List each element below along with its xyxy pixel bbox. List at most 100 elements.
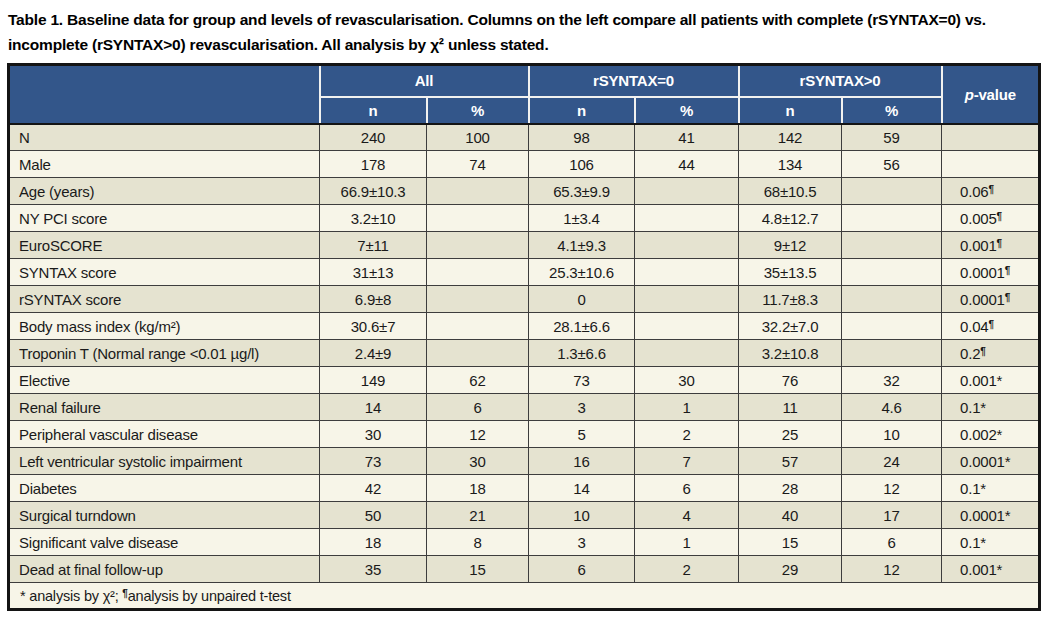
col-group-rsyntaxgt0: rSYNTAX>0 (739, 65, 942, 97)
data-cell: 50 (320, 502, 427, 529)
data-cell: 12 (427, 421, 529, 448)
table-row: Body mass index (kg/m²)30.6±728.1±6.632.… (9, 313, 1040, 340)
data-cell: 18 (320, 529, 427, 556)
data-cell (427, 259, 529, 286)
p-value-text: 0.1 (960, 480, 980, 497)
data-cell: 28 (739, 475, 842, 502)
data-cell: 3.2±10 (320, 205, 427, 232)
page: Table 1. Baseline data for group and lev… (0, 0, 1045, 641)
data-cell: 100 (427, 124, 529, 151)
data-cell (427, 232, 529, 259)
p-value-text: 0.06 (960, 183, 988, 200)
data-cell (842, 313, 942, 340)
data-cell: 32 (842, 367, 942, 394)
p-value-mark: * (997, 372, 1003, 389)
p-value-mark: ¶ (1005, 265, 1010, 276)
p-value-cell: 0.0001* (942, 448, 1040, 475)
data-cell: 1 (635, 394, 739, 421)
row-label: Peripheral vascular disease (9, 421, 320, 448)
data-cell: 30 (320, 421, 427, 448)
data-cell (842, 286, 942, 313)
p-value-cell: 0.001* (942, 367, 1040, 394)
data-cell: 28.1±6.6 (529, 313, 635, 340)
table-row: Renal failure14631114.60.1* (9, 394, 1040, 421)
data-cell: 11 (739, 394, 842, 421)
data-cell: 6 (529, 556, 635, 583)
data-cell: 149 (320, 367, 427, 394)
table-footer: * analysis by χ²; ¶analysis by unpaired … (9, 583, 1040, 610)
row-label: rSYNTAX score (9, 286, 320, 313)
p-value-cell (942, 151, 1040, 178)
data-cell: 62 (427, 367, 529, 394)
subheader-n-all: n (320, 97, 427, 124)
p-value-text: 0.0001 (960, 507, 1005, 524)
row-label: Dead at final follow-up (9, 556, 320, 583)
data-cell: 12 (842, 475, 942, 502)
data-cell: 14 (529, 475, 635, 502)
data-cell: 73 (529, 367, 635, 394)
data-cell (635, 259, 739, 286)
data-cell: 7 (635, 448, 739, 475)
p-value-cell: 0.04¶ (942, 313, 1040, 340)
p-value-header-italic: p (965, 86, 974, 103)
data-cell: 18 (427, 475, 529, 502)
data-cell: 17 (842, 502, 942, 529)
data-cell (842, 259, 942, 286)
p-value-cell: 0.0001* (942, 502, 1040, 529)
p-value-cell: 0.001* (942, 556, 1040, 583)
subheader-pct-rsyntax0: % (635, 97, 739, 124)
p-value-cell: 0.06¶ (942, 178, 1040, 205)
p-value-header-rest: -value (974, 86, 1016, 103)
p-value-cell: 0.1* (942, 529, 1040, 556)
data-cell: 9±12 (739, 232, 842, 259)
p-value-text: 0.1 (960, 534, 980, 551)
row-label: Diabetes (9, 475, 320, 502)
row-label: Age (years) (9, 178, 320, 205)
data-cell: 29 (739, 556, 842, 583)
p-value-cell: 0.1* (942, 394, 1040, 421)
data-cell: 66.9±10.3 (320, 178, 427, 205)
table-row: Left ventricular systolic impairment7330… (9, 448, 1040, 475)
data-cell: 16 (529, 448, 635, 475)
p-value-mark: ¶ (997, 211, 1002, 222)
data-cell (635, 178, 739, 205)
data-cell: 15 (427, 556, 529, 583)
data-cell (427, 340, 529, 367)
data-cell: 25 (739, 421, 842, 448)
data-cell: 30 (427, 448, 529, 475)
data-cell: 2 (635, 556, 739, 583)
p-value-cell: 0.1* (942, 475, 1040, 502)
table-caption-text: Table 1. Baseline data for group and lev… (8, 11, 986, 53)
subheader-n-rsyntaxgt0: n (739, 97, 842, 124)
p-value-text: 0.1 (960, 399, 980, 416)
row-label: Body mass index (kg/m²) (9, 313, 320, 340)
data-cell: 4.1±9.3 (529, 232, 635, 259)
data-cell: 4.6 (842, 394, 942, 421)
p-value-mark: * (1005, 453, 1011, 470)
row-label: Male (9, 151, 320, 178)
p-value-mark: ¶ (1005, 292, 1010, 303)
footnote: * analysis by χ²; ¶analysis by unpaired … (9, 583, 1040, 610)
data-cell: 21 (427, 502, 529, 529)
p-value-mark: * (980, 480, 986, 497)
data-cell (427, 313, 529, 340)
data-cell: 24 (842, 448, 942, 475)
p-value-text: 0.001 (960, 237, 997, 254)
table-row: Troponin T (Normal range <0.01 µg/l)2.4±… (9, 340, 1040, 367)
col-group-all: All (320, 65, 529, 97)
data-cell: 10 (529, 502, 635, 529)
p-value-cell: 0.0001¶ (942, 259, 1040, 286)
p-value-cell: 0.002* (942, 421, 1040, 448)
data-cell: 57 (739, 448, 842, 475)
data-cell: 106 (529, 151, 635, 178)
p-value-text: 0.005 (960, 210, 997, 227)
data-cell: 12 (842, 556, 942, 583)
data-cell: 59 (842, 124, 942, 151)
row-label: Elective (9, 367, 320, 394)
table-row: Peripheral vascular disease30125225100.0… (9, 421, 1040, 448)
row-label: SYNTAX score (9, 259, 320, 286)
data-cell: 142 (739, 124, 842, 151)
data-cell: 56 (842, 151, 942, 178)
data-cell (842, 232, 942, 259)
data-cell: 35 (320, 556, 427, 583)
